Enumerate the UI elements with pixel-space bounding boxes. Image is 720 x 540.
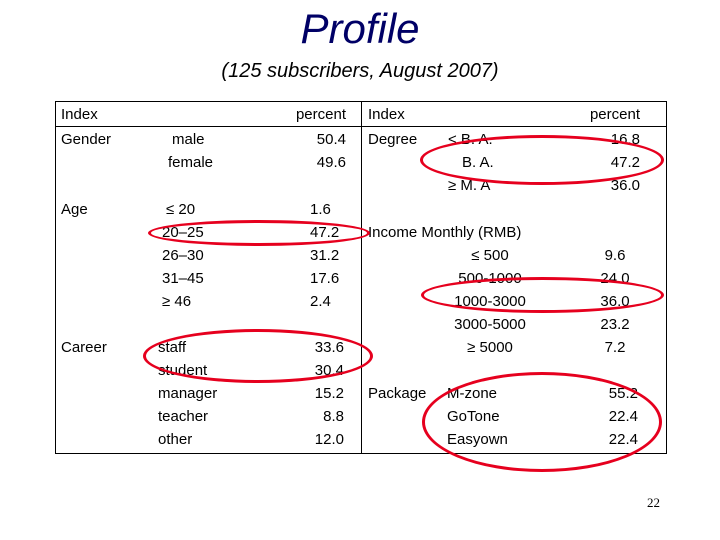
- value-cell: 36.0: [610, 177, 640, 194]
- gender-values: 50.4 49.6: [300, 128, 346, 174]
- value-cell: 17.6: [310, 270, 340, 287]
- age-values: 1.6 47.2 31.2 17.6 2.4: [310, 198, 339, 313]
- right-header-percent: percent: [589, 106, 640, 123]
- right-header-index: Index: [368, 106, 405, 123]
- group-label-degree: Degree: [368, 131, 418, 148]
- group-label-income: Income Monthly (RMB): [368, 224, 522, 241]
- value-cell: 12.0: [314, 431, 344, 448]
- gender-items: male female: [168, 128, 213, 174]
- value-cell: 49.6: [316, 154, 346, 171]
- column-divider: [361, 101, 362, 454]
- value-cell: 7.2: [604, 339, 626, 356]
- list-item: female: [168, 154, 214, 171]
- highlight-oval-degree: [420, 135, 664, 185]
- highlight-oval-income: [421, 277, 664, 313]
- highlight-oval-career: [143, 329, 373, 383]
- list-item: manager: [158, 385, 218, 402]
- left-header-index: Index: [61, 106, 98, 123]
- highlight-oval-package: [422, 372, 662, 472]
- slide-title: Profile: [300, 5, 420, 52]
- list-item: ≤ 20: [166, 201, 196, 218]
- group-label-package: Package: [368, 385, 427, 402]
- age-items: ≤ 20 20–25 26–30 31–45 ≥ 46: [162, 198, 204, 313]
- list-item: 26–30: [162, 247, 204, 264]
- group-label-age: Age: [61, 201, 88, 218]
- list-item: other: [158, 431, 193, 448]
- value-cell: 23.2: [600, 316, 630, 333]
- value-cell: 31.2: [310, 247, 340, 264]
- group-label-gender: Gender: [61, 131, 112, 148]
- slide-subtitle: (125 subscribers, August 2007): [221, 60, 499, 82]
- list-item: 31–45: [162, 270, 204, 287]
- group-label-career: Career: [61, 339, 107, 356]
- list-item: ≤ 500: [471, 247, 509, 264]
- list-item: male: [172, 131, 205, 148]
- list-item: ≥ 5000: [467, 339, 513, 356]
- left-header-percent: percent: [295, 106, 346, 123]
- list-item: ≥ 46: [162, 293, 192, 310]
- list-item: teacher: [158, 408, 209, 425]
- value-cell: 9.6: [604, 247, 626, 264]
- value-cell: 2.4: [310, 293, 331, 310]
- page-number: 22: [647, 495, 660, 510]
- list-item: 3000-5000: [454, 316, 526, 333]
- value-cell: 15.2: [314, 385, 344, 402]
- value-cell: 50.4: [316, 131, 346, 148]
- value-cell: 1.6: [310, 201, 331, 218]
- value-cell: 8.8: [323, 408, 344, 425]
- highlight-oval-age: [148, 220, 370, 246]
